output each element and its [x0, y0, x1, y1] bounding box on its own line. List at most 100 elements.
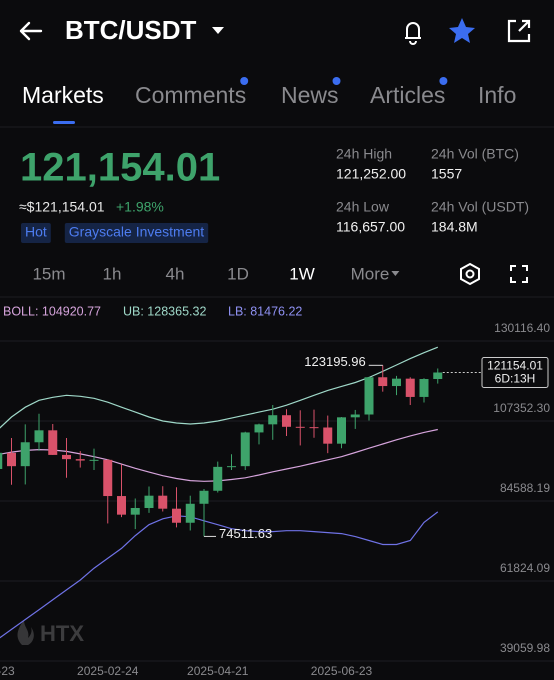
x-tick-label: 2025-04-21	[187, 664, 249, 678]
interval-option[interactable]: 1W	[289, 264, 315, 283]
bell-icon[interactable]	[405, 22, 421, 45]
candle-body	[337, 417, 346, 444]
fullscreen-icon[interactable]	[510, 265, 528, 283]
stat-label: 24h Low	[336, 199, 390, 215]
candle-body	[185, 503, 195, 523]
hex-dot	[465, 269, 475, 279]
candle-body	[392, 378, 401, 387]
candle-body	[268, 415, 278, 425]
tag-bg	[21, 223, 51, 243]
pair-title[interactable]: BTC/USDT	[65, 15, 197, 45]
pair-dropdown[interactable]	[212, 27, 224, 34]
indicator-value: UB: 128365.32	[123, 304, 206, 318]
candle-body	[295, 426, 305, 428]
watermark: HTX	[17, 620, 84, 646]
candle-body	[34, 430, 44, 443]
watermark-text: HTX	[40, 621, 84, 646]
stat-value: 1557	[431, 166, 462, 182]
interval-option[interactable]: 1h	[103, 264, 122, 283]
price-change: +1.98%	[116, 199, 164, 215]
interval-option[interactable]: 4h	[166, 264, 185, 283]
indicator-value: BOLL: 104920.77	[3, 304, 101, 318]
tab[interactable]: Articles	[370, 82, 445, 108]
candle-body	[75, 459, 85, 461]
tag[interactable]: Hot	[25, 224, 47, 240]
candle-body	[364, 377, 374, 415]
watermark-logo	[17, 620, 34, 645]
candle-body	[405, 378, 415, 397]
share-shape	[507, 19, 531, 43]
current-price-label: 121154.01	[487, 359, 543, 373]
x-tick-label: 2025-06-23	[311, 664, 373, 678]
candle-body	[378, 377, 388, 387]
candle-body	[7, 452, 16, 467]
candle-body	[89, 459, 99, 461]
low-marker-label: 74511.63	[219, 526, 272, 541]
favorite-star[interactable]	[449, 18, 475, 43]
approx-price: ≈$121,154.01	[19, 199, 105, 215]
interval-option[interactable]: 1D	[227, 264, 249, 283]
bell-shape	[405, 22, 421, 45]
stat-label: 24h Vol (BTC)	[431, 146, 519, 162]
hex-shape	[460, 262, 480, 286]
tab-badge-dot	[439, 77, 448, 85]
bollinger-line	[0, 511, 439, 639]
y-tick-label: 130116.40	[494, 321, 550, 335]
y-tick-label: 61824.09	[500, 561, 550, 575]
last-price: 121,154.01	[20, 146, 220, 190]
candle-body	[130, 507, 140, 515]
candle-body	[309, 427, 319, 429]
candle-body	[20, 442, 30, 467]
x-tick-label: 2024-12-23	[0, 664, 15, 678]
tag-bg	[64, 223, 209, 243]
stat-value: 184.8M	[431, 219, 478, 235]
countdown-label: 6D:13H	[495, 372, 536, 386]
candle-body	[158, 495, 168, 509]
stat-label: 24h Vol (USDT)	[431, 199, 529, 215]
interval-option[interactable]: 15m	[32, 264, 65, 283]
back-arrow	[19, 21, 43, 41]
candlestick-chart: 130116.40 107352.30 84588.19 61824.09 39059.…	[0, 321, 554, 678]
candle-body	[213, 466, 223, 491]
share-icon[interactable]	[507, 19, 531, 43]
stat-value: 116,657.00	[336, 219, 405, 235]
high-marker-label: 123195.96	[304, 354, 365, 369]
candle-body	[103, 459, 113, 497]
stat-label: 24h High	[336, 146, 392, 162]
bollinger-line	[0, 428, 438, 482]
candle-body	[172, 508, 181, 523]
x-tick-label: 2025-02-24	[77, 664, 139, 678]
candle-body	[117, 496, 126, 515]
y-tick-label: 107352.30	[493, 401, 550, 415]
tag[interactable]: Grayscale Investment	[69, 224, 204, 240]
fullscreen-shape	[510, 265, 528, 283]
bollinger-line	[0, 346, 439, 429]
candle-body	[433, 372, 443, 380]
active-tab-indicator	[53, 121, 75, 124]
interval-caret	[391, 271, 400, 276]
tab[interactable]: Markets	[22, 82, 104, 108]
y-tick-label: 39059.98	[500, 641, 550, 655]
reset-icon[interactable]	[460, 262, 480, 286]
candle-body	[350, 414, 360, 418]
candle-body	[0, 452, 3, 469]
tab[interactable]: Comments	[135, 82, 246, 108]
candle-body	[48, 430, 58, 455]
tab-badge-dot	[332, 77, 341, 85]
tab[interactable]: News	[281, 82, 339, 108]
candle-body	[144, 495, 154, 508]
current-price-box	[481, 356, 549, 388]
stat-value: 121,252.00	[336, 166, 406, 182]
candle-body	[62, 454, 71, 460]
candle-body	[199, 490, 209, 504]
back-button[interactable]	[19, 21, 43, 41]
candle-body	[282, 415, 291, 427]
indicator-value: LB: 81476.22	[228, 304, 302, 318]
candle-body	[227, 466, 236, 468]
candle-body	[419, 379, 429, 397]
tab[interactable]: Info	[478, 82, 516, 108]
interval-option[interactable]: More	[351, 264, 390, 283]
tab-badge-dot	[240, 77, 249, 85]
